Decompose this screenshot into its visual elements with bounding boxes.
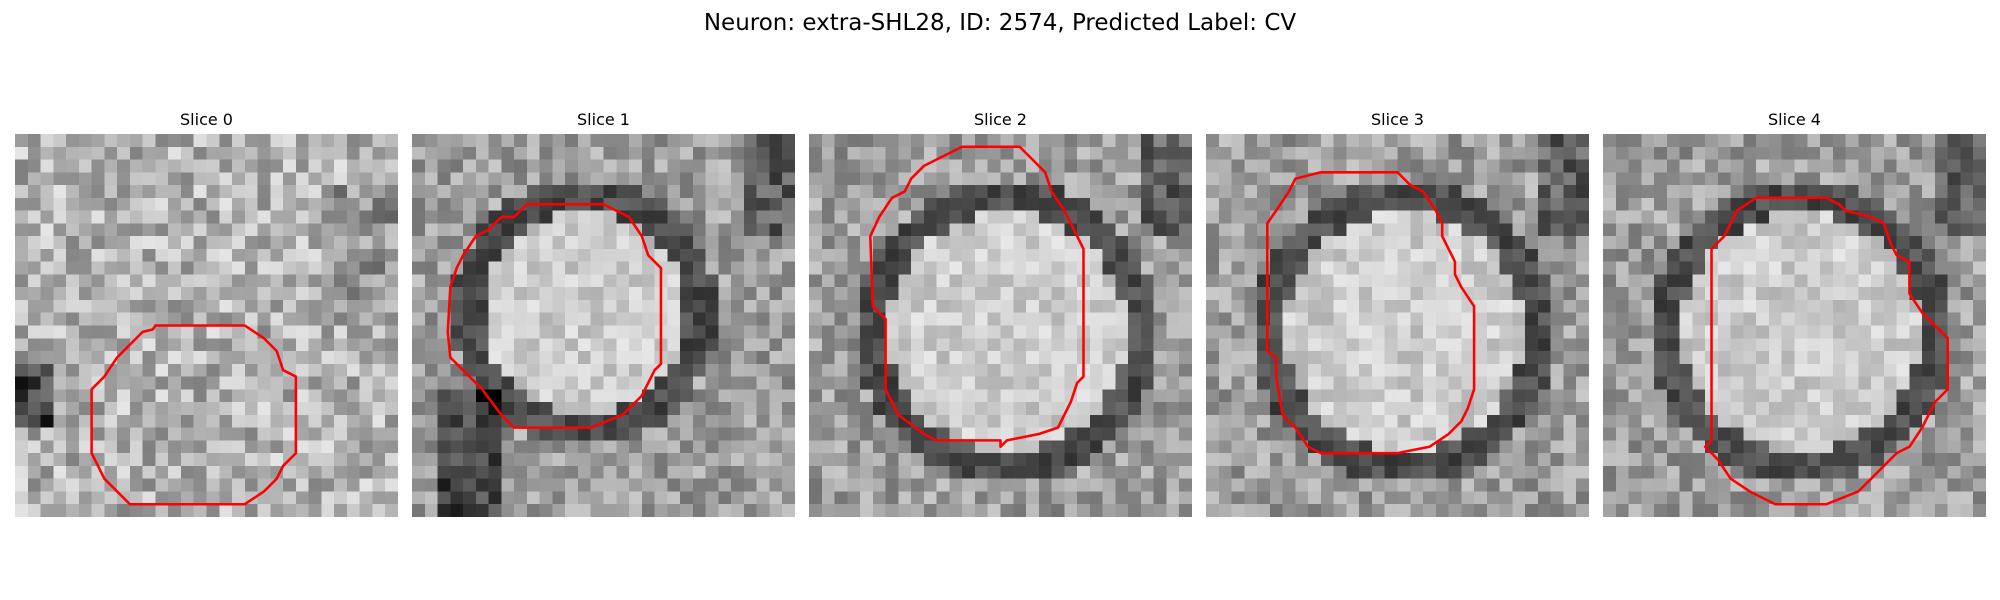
segmentation-contour-0 [90, 324, 298, 506]
segmentation-contour-4 [1703, 196, 1949, 506]
segmentation-contour-3 [1266, 171, 1476, 455]
slice-panel-1: Slice 1 [412, 108, 795, 517]
slice-title-3: Slice 3 [1371, 110, 1424, 129]
segmentation-contour-1 [446, 202, 663, 429]
slice-image-4 [1603, 134, 1986, 517]
slice-title-1: Slice 1 [577, 110, 630, 129]
figure-title: Neuron: extra-SHL28, ID: 2574, Predicted… [703, 10, 1297, 36]
slice-panel-3: Slice 3 [1206, 108, 1589, 517]
slice-panel-4: Slice 4 [1603, 108, 1986, 517]
slice-title-2: Slice 2 [974, 110, 1027, 129]
slice-title-4: Slice 4 [1768, 110, 1821, 129]
segmentation-contour-2 [869, 145, 1085, 449]
slice-image-1 [412, 134, 795, 517]
slice-image-3 [1206, 134, 1589, 517]
slice-panel-0: Slice 0 [15, 108, 398, 517]
slice-title-0: Slice 0 [180, 110, 233, 129]
slice-image-0 [15, 134, 398, 517]
slice-panel-2: Slice 2 [809, 108, 1192, 517]
slice-image-2 [809, 134, 1192, 517]
